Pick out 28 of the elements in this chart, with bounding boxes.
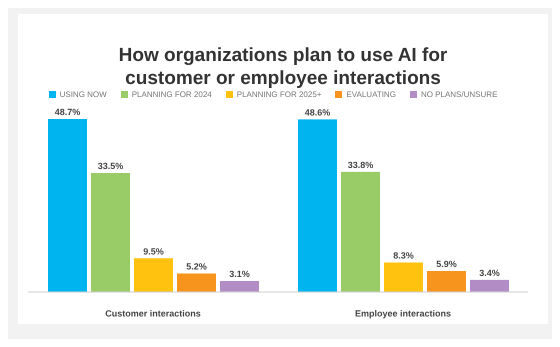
bar xyxy=(341,172,380,292)
bar xyxy=(220,280,259,292)
bar xyxy=(134,258,173,292)
data-label: 8.3% xyxy=(393,250,414,261)
data-label: 5.2% xyxy=(186,262,207,272)
data-label: 48.7% xyxy=(54,107,80,117)
x-tick-label: Employee interactions xyxy=(354,308,452,318)
data-label: 9.5% xyxy=(143,246,164,256)
legend-label: EVALUATING xyxy=(346,90,396,99)
data-label: 3.1% xyxy=(229,268,250,279)
bar xyxy=(470,280,509,292)
data-label: 3.4% xyxy=(479,268,500,278)
bar xyxy=(91,172,130,292)
chart-title: How organizations plan to use AI for customer or employee interactions xyxy=(118,44,448,90)
legend-label: USING NOW xyxy=(60,90,107,99)
bar xyxy=(298,119,337,292)
bar xyxy=(384,262,423,292)
bar xyxy=(177,274,216,292)
bar xyxy=(48,119,87,292)
legend-label: NO PLANS/UNSURE xyxy=(420,90,498,99)
data-label: 5.9% xyxy=(436,259,457,270)
legend-label: PLANNING FOR 2025+ xyxy=(236,90,322,99)
data-label: 48.6% xyxy=(304,107,330,118)
bar xyxy=(427,271,466,292)
x-tick-label: Customer interactions xyxy=(105,308,201,318)
data-label: 33.5% xyxy=(98,160,124,171)
legend-label: PLANNING FOR 2024 xyxy=(132,90,212,99)
data-label: 33.8% xyxy=(348,160,374,170)
